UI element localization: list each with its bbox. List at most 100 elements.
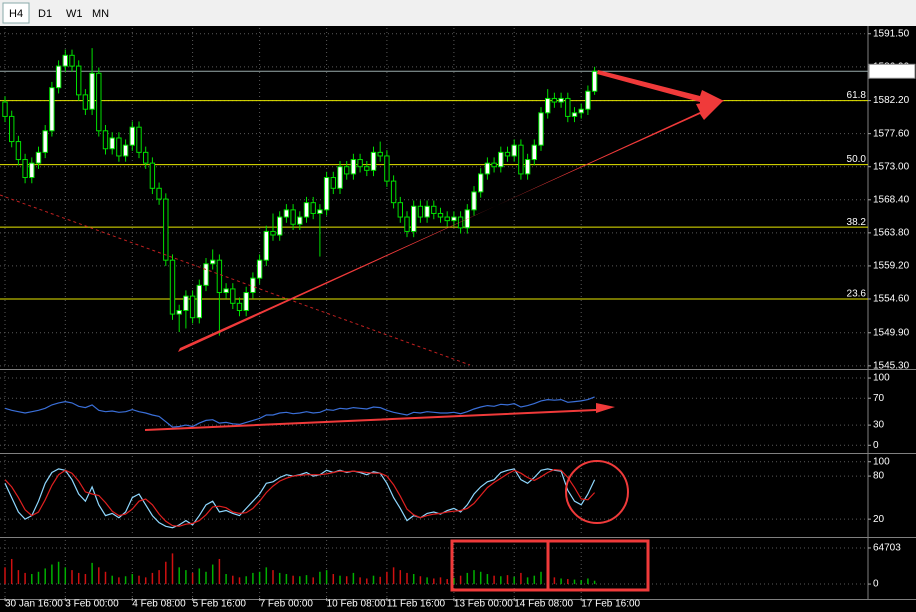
candle-body [524, 159, 531, 175]
x-tick-label: 13 Feb 00:00 [454, 599, 513, 610]
candle-body [230, 288, 236, 304]
fib-label: 50.0 [847, 154, 867, 165]
candle-body [35, 151, 42, 164]
y-tick-label: 80 [873, 471, 885, 482]
candle-body [256, 259, 263, 279]
y-tick-label: 1573.00 [873, 161, 910, 172]
timeframe-button[interactable]: W1 [66, 8, 83, 20]
candle-body [565, 97, 571, 117]
candle-body [357, 159, 363, 168]
y-tick-label: 30 [873, 420, 885, 431]
candle-body [424, 205, 430, 218]
candle-body [538, 112, 544, 146]
candle-body [196, 284, 203, 319]
arrow [178, 100, 724, 352]
candle-body [384, 155, 390, 182]
candle-body [457, 216, 464, 229]
candle-body [558, 97, 564, 103]
candle-body [290, 209, 296, 225]
candle-body [451, 216, 457, 222]
toolbar-bg [0, 0, 916, 26]
candle-body [390, 180, 397, 204]
candle-body [223, 288, 229, 294]
candle-body [310, 202, 316, 214]
candle-body [143, 151, 149, 164]
timeframe-button[interactable]: H4 [9, 8, 23, 20]
indicator-line [4, 468, 596, 529]
candle-body [129, 126, 136, 146]
x-tick-label: 5 Feb 16:00 [193, 599, 247, 610]
candle-body [344, 166, 350, 175]
candle-body [518, 144, 524, 175]
candle-body [498, 151, 504, 168]
x-tick-label: 14 Feb 08:00 [514, 599, 573, 610]
y-tick-label: 1591.50 [873, 28, 910, 39]
candle-body [109, 137, 115, 150]
x-tick-label: 17 Feb 16:00 [581, 599, 640, 610]
candle-body [163, 198, 169, 261]
y-tick-label: 64703 [873, 543, 901, 554]
y-tick-label: 1554.60 [873, 294, 910, 305]
candle-body [411, 205, 417, 232]
y-tick-label: 1568.40 [873, 194, 910, 205]
candle-body [42, 130, 48, 153]
y-tick-label: 0 [873, 440, 879, 451]
y-tick-label: 100 [873, 456, 890, 467]
arrow [145, 403, 615, 431]
candle-body [29, 162, 35, 179]
candle-body [76, 65, 82, 96]
candle-body [377, 151, 383, 157]
timeframe-button[interactable]: D1 [38, 8, 52, 20]
candle-body [297, 216, 303, 225]
selected-tab [2, 2, 30, 24]
y-tick-label: 1545.30 [873, 360, 910, 371]
candle-body [417, 205, 424, 218]
candle-body [323, 177, 330, 211]
candle-body [203, 263, 209, 286]
timeframe-button[interactable]: MN [92, 8, 109, 20]
candle-body [96, 72, 102, 132]
candle-body [236, 302, 243, 311]
candle-body [437, 212, 444, 218]
candle-body [283, 209, 290, 218]
candle-body [270, 230, 276, 236]
candle-body [9, 115, 15, 143]
candle-body [404, 216, 410, 232]
annotations [0, 70, 724, 592]
y-tick-label: 70 [873, 393, 885, 404]
candle-body [15, 141, 22, 161]
candle-body [102, 130, 109, 150]
x-tick-label: 30 Jan 16:00 [5, 599, 63, 610]
candle-body [69, 54, 75, 67]
candle-body [277, 216, 283, 236]
candle-body [491, 162, 497, 168]
y-tick-label: 20 [873, 514, 885, 525]
candle-body [62, 54, 68, 67]
highlight-circle [565, 460, 629, 524]
candle-body [216, 259, 223, 294]
candle-body [545, 97, 551, 114]
candle-body [89, 72, 95, 110]
candle-body [370, 151, 377, 171]
candle-body [49, 87, 55, 132]
candle-body [585, 90, 591, 110]
candle-body [156, 187, 162, 200]
candle-body [471, 191, 477, 211]
candle-body [478, 173, 484, 193]
indicator-line [4, 396, 595, 428]
candle-body [136, 126, 142, 153]
candle-body [116, 137, 122, 157]
x-tick-label: 10 Feb 08:00 [327, 599, 386, 610]
highlight-box [546, 539, 650, 592]
candle-body [571, 112, 578, 117]
candle-body [169, 259, 176, 315]
candle-body [511, 144, 517, 157]
candle-body [122, 144, 129, 157]
x-tick-label: 3 Feb 00:00 [65, 599, 119, 610]
candle-body [591, 70, 598, 92]
trend-line [0, 194, 471, 366]
candle-body [263, 230, 270, 261]
arrow [597, 70, 724, 110]
